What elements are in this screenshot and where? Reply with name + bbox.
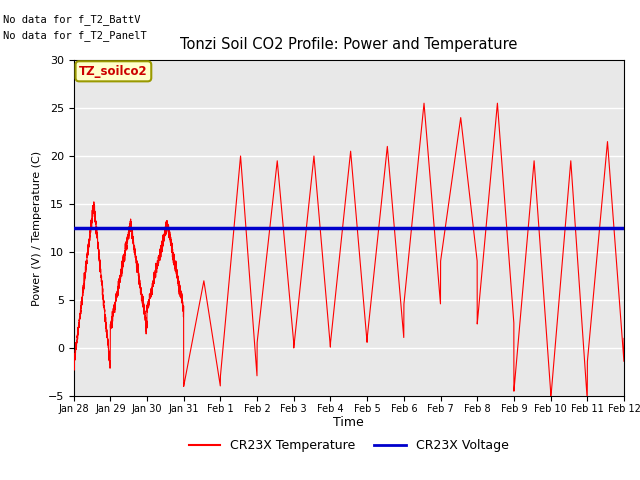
Text: No data for f_T2_PanelT: No data for f_T2_PanelT bbox=[3, 30, 147, 41]
Y-axis label: Power (V) / Temperature (C): Power (V) / Temperature (C) bbox=[32, 150, 42, 306]
Title: Tonzi Soil CO2 Profile: Power and Temperature: Tonzi Soil CO2 Profile: Power and Temper… bbox=[180, 37, 518, 52]
X-axis label: Time: Time bbox=[333, 417, 364, 430]
Text: TZ_soilco2: TZ_soilco2 bbox=[79, 65, 148, 78]
Text: No data for f_T2_BattV: No data for f_T2_BattV bbox=[3, 13, 141, 24]
Legend: CR23X Temperature, CR23X Voltage: CR23X Temperature, CR23X Voltage bbox=[184, 434, 513, 457]
